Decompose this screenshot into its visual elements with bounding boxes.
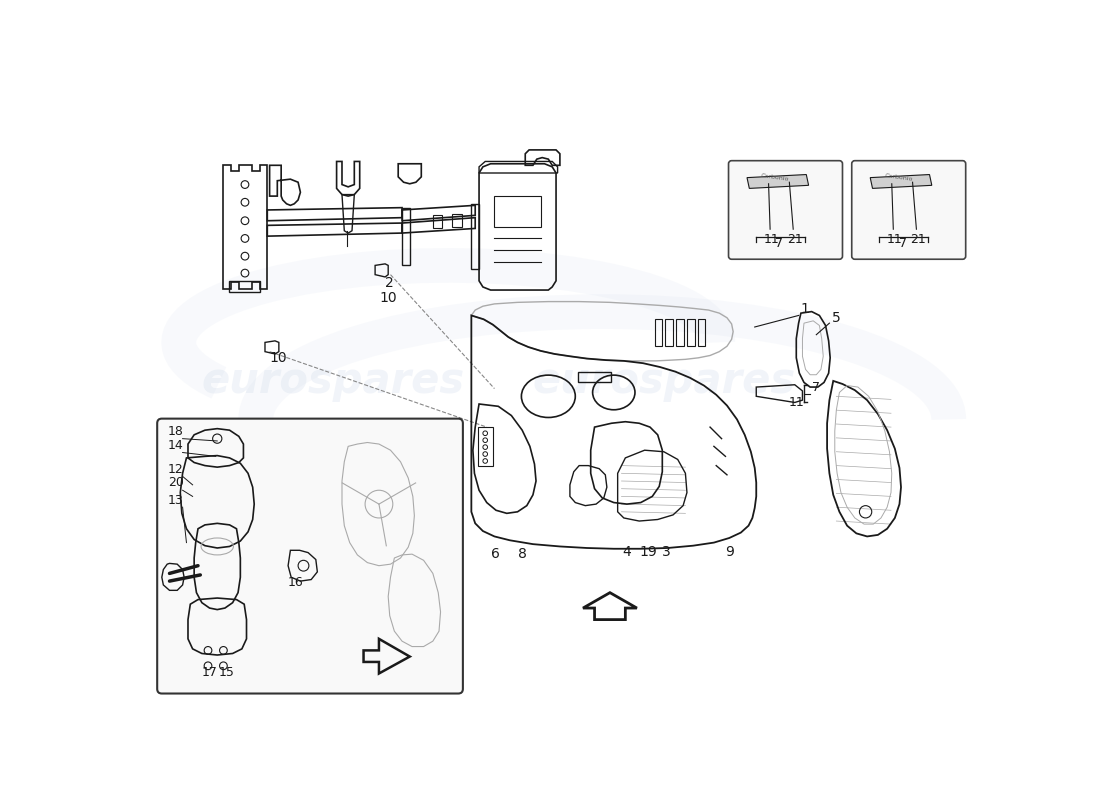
Text: Carbonio: Carbonio	[884, 173, 913, 182]
Text: 12: 12	[168, 463, 184, 476]
Text: 7: 7	[899, 237, 906, 250]
Text: 15: 15	[219, 666, 234, 679]
Text: 7: 7	[776, 237, 783, 250]
Text: eurospares: eurospares	[532, 360, 795, 402]
Text: 4: 4	[623, 546, 631, 559]
Text: 10: 10	[378, 291, 397, 306]
Text: 20: 20	[168, 476, 184, 490]
Text: 5: 5	[832, 310, 840, 325]
Text: 21: 21	[788, 233, 803, 246]
Text: 19: 19	[639, 546, 657, 559]
Text: 7: 7	[812, 381, 820, 394]
FancyBboxPatch shape	[157, 418, 463, 694]
Text: 17: 17	[202, 666, 218, 679]
Polygon shape	[870, 174, 932, 188]
Text: 18: 18	[168, 425, 184, 438]
Text: 16: 16	[288, 576, 304, 589]
Text: 10: 10	[270, 350, 287, 365]
Text: 13: 13	[168, 494, 184, 507]
Text: 14: 14	[168, 438, 184, 452]
Text: 11: 11	[887, 233, 903, 246]
Text: 2: 2	[385, 276, 394, 290]
Text: 9: 9	[726, 546, 735, 559]
Text: eurospares: eurospares	[201, 360, 464, 402]
Polygon shape	[747, 174, 808, 188]
Text: 8: 8	[517, 547, 527, 561]
Text: 11: 11	[763, 233, 780, 246]
Text: 3: 3	[662, 546, 671, 559]
Text: 21: 21	[911, 233, 926, 246]
Text: 6: 6	[491, 547, 499, 561]
Text: Carbonio: Carbonio	[761, 173, 790, 182]
FancyBboxPatch shape	[728, 161, 843, 259]
Text: 11: 11	[789, 396, 804, 410]
Text: 1: 1	[801, 302, 810, 316]
FancyBboxPatch shape	[851, 161, 966, 259]
